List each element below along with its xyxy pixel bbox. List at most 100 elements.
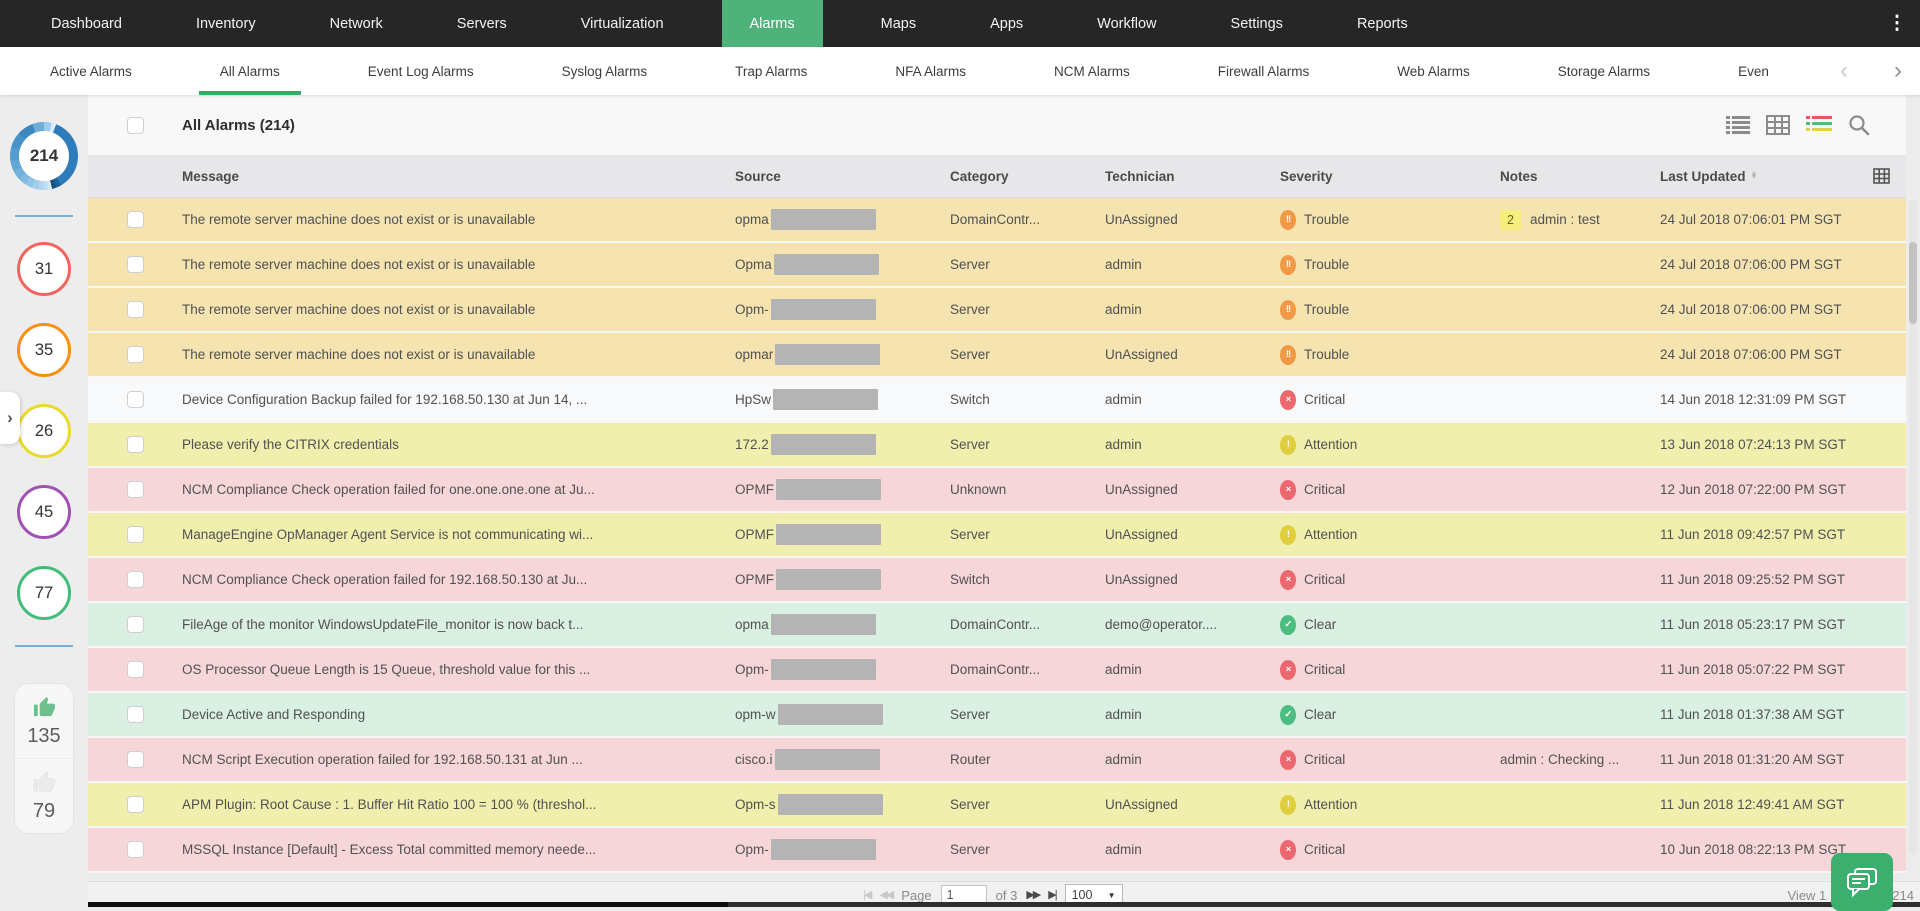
alarm-row[interactable]: OS Processor Queue Length is 15 Queue, t…: [88, 648, 1906, 693]
chat-widget-button[interactable]: [1831, 853, 1893, 911]
row-checkbox[interactable]: [127, 661, 144, 678]
row-checkbox[interactable]: [127, 706, 144, 723]
next-page-icon[interactable]: ▶▶: [1026, 890, 1039, 901]
alarm-row[interactable]: The remote server machine does not exist…: [88, 288, 1906, 333]
alarm-source: opma: [735, 614, 950, 635]
count-circle-attention[interactable]: 26: [17, 404, 71, 458]
tab-storage-alarms[interactable]: Storage Alarms: [1541, 47, 1667, 95]
thumbs-up-cell[interactable]: 135: [15, 684, 73, 758]
tab-all-alarms[interactable]: All Alarms: [203, 47, 297, 95]
redacted-source-block: [776, 479, 881, 500]
search-icon[interactable]: [1848, 114, 1870, 136]
horizontal-scrollbar[interactable]: [88, 902, 1920, 907]
row-checkbox[interactable]: [127, 481, 144, 498]
nav-item-servers[interactable]: Servers: [441, 0, 523, 47]
table-header: Message Source Category Technician Sever…: [88, 155, 1906, 198]
alarm-row[interactable]: The remote server machine does not exist…: [88, 243, 1906, 288]
row-checkbox[interactable]: [127, 796, 144, 813]
redacted-source-block: [775, 344, 880, 365]
row-checkbox[interactable]: [127, 436, 144, 453]
alarm-category: Server: [950, 437, 1105, 452]
column-header-message[interactable]: Message: [182, 169, 735, 184]
tab-trap-alarms[interactable]: Trap Alarms: [718, 47, 824, 95]
total-alarms-donut[interactable]: 214: [10, 122, 78, 190]
last-page-icon[interactable]: ▶|: [1048, 890, 1055, 901]
count-circle-critical[interactable]: 31: [17, 242, 71, 296]
tab-nfa-alarms[interactable]: NFA Alarms: [878, 47, 983, 95]
vertical-scrollbar[interactable]: [1909, 200, 1917, 855]
alarm-row[interactable]: NCM Script Execution operation failed fo…: [88, 738, 1906, 783]
count-circle-service-down[interactable]: 45: [17, 485, 71, 539]
nav-item-dashboard[interactable]: Dashboard: [35, 0, 138, 47]
alarm-row[interactable]: NCM Compliance Check operation failed fo…: [88, 558, 1906, 603]
column-header-category[interactable]: Category: [950, 169, 1105, 184]
nav-item-alarms[interactable]: Alarms: [722, 0, 823, 47]
alarm-row[interactable]: MSSQL Instance [Default] - Excess Total …: [88, 828, 1906, 873]
nav-item-workflow[interactable]: Workflow: [1081, 0, 1172, 47]
row-checkbox[interactable]: [127, 301, 144, 318]
alarm-row[interactable]: The remote server machine does not exist…: [88, 333, 1906, 378]
column-header-source[interactable]: Source: [735, 169, 950, 184]
nav-item-inventory[interactable]: Inventory: [180, 0, 272, 47]
tab-web-alarms[interactable]: Web Alarms: [1380, 47, 1487, 95]
alarm-technician: UnAssigned: [1105, 527, 1280, 542]
row-checkbox[interactable]: [127, 571, 144, 588]
notes-count-badge[interactable]: 2: [1500, 210, 1521, 230]
tabs-scroll-left-icon[interactable]: ‹: [1840, 59, 1848, 83]
nav-item-maps[interactable]: Maps: [865, 0, 932, 47]
severity-view-icon[interactable]: [1806, 115, 1832, 135]
count-circle-trouble[interactable]: 35: [17, 323, 71, 377]
list-view-icon[interactable]: [1726, 115, 1750, 135]
redacted-source-block: [771, 434, 876, 455]
tab-even[interactable]: Even: [1721, 47, 1786, 95]
tab-active-alarms[interactable]: Active Alarms: [33, 47, 149, 95]
alarm-tabs: Active Alarms All Alarms Event Log Alarms S…: [0, 47, 1813, 95]
redacted-source-block: [773, 389, 878, 410]
row-checkbox[interactable]: [127, 256, 144, 273]
column-header-notes[interactable]: Notes: [1500, 169, 1660, 184]
first-page-icon[interactable]: |◀: [863, 890, 870, 901]
nav-item-apps[interactable]: Apps: [974, 0, 1039, 47]
row-checkbox[interactable]: [127, 751, 144, 768]
sidebar-expand-handle[interactable]: ›: [0, 392, 20, 444]
column-header-technician[interactable]: Technician: [1105, 169, 1280, 184]
thumbs-down-cell[interactable]: 79: [15, 758, 73, 833]
column-chooser-icon[interactable]: [1873, 168, 1890, 189]
row-checkbox[interactable]: [127, 391, 144, 408]
previous-page-icon[interactable]: ◀◀: [879, 890, 892, 901]
nav-item-virtualization[interactable]: Virtualization: [565, 0, 680, 47]
row-checkbox[interactable]: [127, 346, 144, 363]
alarm-severity: !!Trouble: [1280, 345, 1500, 365]
select-all-checkbox[interactable]: [127, 117, 144, 134]
alarm-row[interactable]: ManageEngine OpManager Agent Service is …: [88, 513, 1906, 558]
alarm-rows: The remote server machine does not exist…: [88, 198, 1906, 881]
row-checkbox[interactable]: [127, 526, 144, 543]
alarm-severity: ×Critical: [1280, 840, 1500, 860]
nav-item-reports[interactable]: Reports: [1341, 0, 1424, 47]
alarm-row[interactable]: FileAge of the monitor WindowsUpdateFile…: [88, 603, 1906, 648]
vertical-scrollbar-thumb[interactable]: [1909, 242, 1917, 324]
column-header-last-updated[interactable]: Last Updated ▲▼: [1660, 169, 1906, 184]
tab-ncm-alarms[interactable]: NCM Alarms: [1037, 47, 1147, 95]
nav-item-settings[interactable]: Settings: [1215, 0, 1299, 47]
count-circle-clear[interactable]: 77: [17, 566, 71, 620]
overflow-menu-icon[interactable]: ⋮: [1882, 0, 1912, 47]
tab-firewall-alarms[interactable]: Firewall Alarms: [1201, 47, 1327, 95]
nav-item-network[interactable]: Network: [314, 0, 399, 47]
row-checkbox[interactable]: [127, 616, 144, 633]
alarm-row[interactable]: NCM Compliance Check operation failed fo…: [88, 468, 1906, 513]
column-view-icon[interactable]: [1766, 115, 1790, 135]
alarm-row[interactable]: APM Plugin: Root Cause : 1. Buffer Hit R…: [88, 783, 1906, 828]
column-header-severity[interactable]: Severity: [1280, 169, 1500, 184]
tab-event-log-alarms[interactable]: Event Log Alarms: [351, 47, 491, 95]
tab-syslog-alarms[interactable]: Syslog Alarms: [545, 47, 665, 95]
row-checkbox[interactable]: [127, 211, 144, 228]
alarm-last-updated: 24 Jul 2018 07:06:00 PM SGT: [1660, 302, 1906, 317]
horizontal-scrollbar-thumb[interactable]: [88, 902, 728, 907]
tabs-scroll-right-icon[interactable]: ›: [1894, 59, 1902, 83]
row-checkbox[interactable]: [127, 841, 144, 858]
alarm-row[interactable]: The remote server machine does not exist…: [88, 198, 1906, 243]
alarm-row[interactable]: Device Configuration Backup failed for 1…: [88, 378, 1906, 423]
